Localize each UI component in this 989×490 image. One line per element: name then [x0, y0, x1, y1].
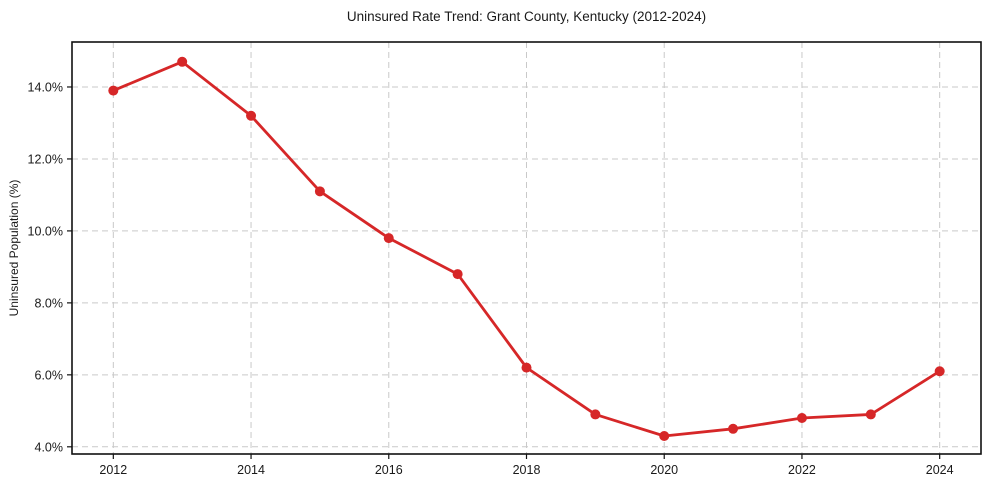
data-point: [728, 423, 739, 434]
data-point: [659, 431, 670, 442]
data-point: [452, 269, 463, 280]
data-point: [108, 85, 119, 96]
y-tick-label: 6.0%: [35, 368, 64, 382]
data-point: [246, 110, 257, 121]
y-tick-label: 8.0%: [35, 296, 64, 310]
y-tick-label: 10.0%: [28, 224, 63, 238]
y-tick-label: 14.0%: [28, 80, 63, 94]
x-tick-label: 2024: [926, 463, 954, 477]
data-point: [796, 413, 807, 424]
data-point: [177, 56, 188, 67]
x-tick-label: 2018: [513, 463, 541, 477]
x-tick-label: 2012: [99, 463, 127, 477]
y-tick-label: 4.0%: [35, 440, 64, 454]
data-point: [865, 409, 876, 420]
data-point: [383, 233, 394, 244]
x-tick-label: 2014: [237, 463, 265, 477]
y-tick-label: 12.0%: [28, 152, 63, 166]
chart-title: Uninsured Rate Trend: Grant County, Kent…: [346, 9, 707, 24]
data-point: [934, 366, 945, 377]
x-tick-label: 2020: [650, 463, 678, 477]
data-point: [314, 186, 325, 197]
data-point: [590, 409, 601, 420]
data-point: [521, 362, 532, 373]
x-tick-label: 2022: [788, 463, 816, 477]
x-tick-label: 2016: [375, 463, 403, 477]
